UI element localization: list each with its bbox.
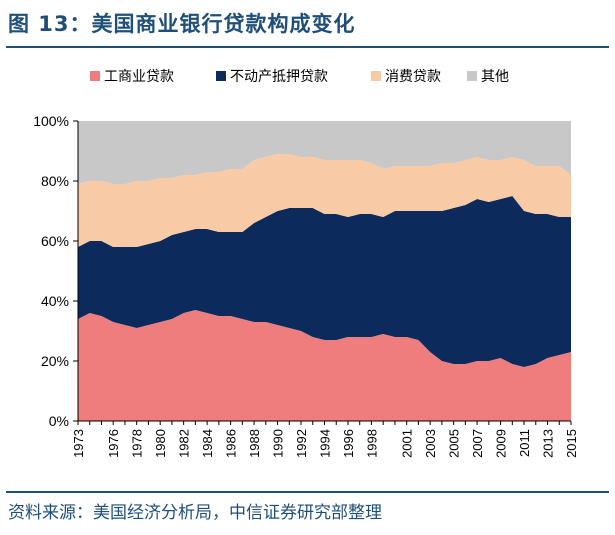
- legend-swatch-0: [90, 71, 100, 81]
- x-tick-label: 2005: [447, 429, 462, 458]
- x-tick-label: 1986: [224, 429, 239, 458]
- x-tick-label: 2013: [541, 429, 556, 458]
- x-tick-label: 1984: [200, 429, 215, 458]
- x-tick-label: 1978: [130, 429, 145, 458]
- x-tick-label: 1976: [106, 429, 121, 458]
- y-tick-label: 40%: [41, 293, 69, 309]
- y-tick-label: 80%: [41, 173, 69, 189]
- x-tick-label: 1992: [294, 429, 309, 458]
- legend-swatch-2: [371, 71, 381, 81]
- x-tick-label: 1998: [364, 429, 379, 458]
- x-tick-label: 2001: [400, 429, 415, 458]
- figure-title: 图 13：美国商业银行贷款构成变化: [8, 12, 356, 36]
- chart: 工商业贷款 不动产抵押贷款 消费贷款 其他 0% 20% 40% 60% 80% 100% 19…: [33, 69, 579, 458]
- area-series-2: [78, 154, 571, 247]
- x-tick-label: 1990: [271, 429, 286, 458]
- y-axis-ticks: 0% 20% 40% 60% 80% 100%: [33, 113, 78, 429]
- legend-label-0: 工商业贷款: [104, 69, 174, 85]
- y-tick-label: 60%: [41, 233, 69, 249]
- source-note: 资料来源：美国经济分析局，中信证券研究部整理: [8, 503, 382, 523]
- legend-label-2: 消费贷款: [385, 69, 441, 85]
- x-tick-label: 2009: [494, 429, 509, 458]
- y-tick-label: 20%: [41, 353, 69, 369]
- x-tick-label: 1988: [247, 429, 262, 458]
- legend-label-3: 其他: [481, 69, 509, 85]
- x-tick-label: 1994: [318, 429, 333, 458]
- x-tick-label: 2003: [423, 429, 438, 458]
- x-tick-label: 2011: [517, 429, 532, 457]
- x-tick-label: 1980: [153, 429, 168, 458]
- source-divider: [6, 491, 609, 493]
- x-tick-label: 2007: [470, 429, 485, 458]
- x-tick-label: 1996: [341, 429, 356, 458]
- x-tick-label: 1982: [177, 429, 192, 458]
- legend-label-1: 不动产抵押贷款: [230, 69, 328, 85]
- area-series-3: [78, 121, 571, 184]
- chart-legend: 工商业贷款 不动产抵押贷款 消费贷款 其他: [90, 69, 509, 85]
- y-tick-label: 0%: [49, 413, 69, 429]
- x-tick-label: 2015: [564, 429, 579, 458]
- title-divider: [6, 46, 609, 48]
- x-tick-label: 1973: [71, 429, 86, 458]
- y-tick-label: 100%: [33, 113, 69, 129]
- legend-swatch-1: [216, 71, 226, 81]
- stacked-areas: [78, 121, 571, 421]
- area-series-0: [78, 310, 571, 421]
- x-axis-ticks: 1973 1976 1978 1980 1982 1984 1986 1988 1990 1992…: [71, 421, 579, 458]
- area-series-1: [78, 196, 571, 367]
- legend-swatch-3: [467, 71, 477, 81]
